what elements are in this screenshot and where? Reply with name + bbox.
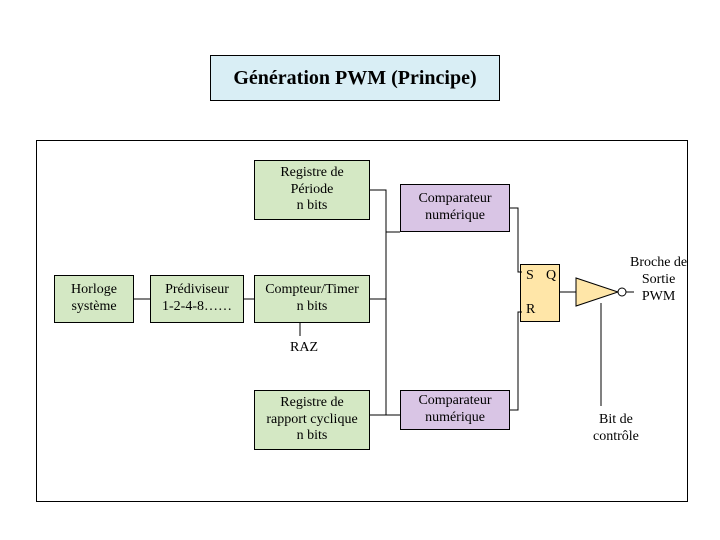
block-comp2-text: Comparateurnumérique	[418, 393, 491, 427]
label-s: S	[526, 268, 534, 285]
block-registre-rapport: Registre derapport cycliquen bits	[254, 390, 370, 450]
block-prediviseur: Prédiviseur1-2-4-8……	[150, 275, 244, 323]
page-title: Génération PWM (Principe)	[210, 55, 500, 101]
label-bit-controle: Bit decontrôle	[593, 412, 639, 446]
block-registre-periode: Registre dePérioden bits	[254, 160, 370, 220]
block-prediv-text: Prédiviseur1-2-4-8……	[162, 282, 232, 316]
block-rapport-text: Registre derapport cycliquen bits	[266, 395, 357, 445]
block-compteur-text: Compteur/Timern bits	[265, 282, 359, 316]
label-raz: RAZ	[290, 340, 318, 357]
block-comparateur-1: Comparateurnumérique	[400, 184, 510, 232]
label-r: R	[526, 302, 535, 319]
block-comp1-text: Comparateurnumérique	[418, 191, 491, 225]
block-periode-text: Registre dePérioden bits	[280, 165, 343, 215]
block-comparateur-2: Comparateurnumérique	[400, 390, 510, 430]
block-horloge: Horlogesystème	[54, 275, 134, 323]
page-title-text: Génération PWM (Principe)	[233, 67, 476, 90]
label-q: Q	[546, 268, 556, 285]
label-broche: Broche deSortiePWM	[630, 255, 687, 305]
block-horloge-text: Horlogesystème	[71, 282, 117, 316]
block-compteur: Compteur/Timern bits	[254, 275, 370, 323]
